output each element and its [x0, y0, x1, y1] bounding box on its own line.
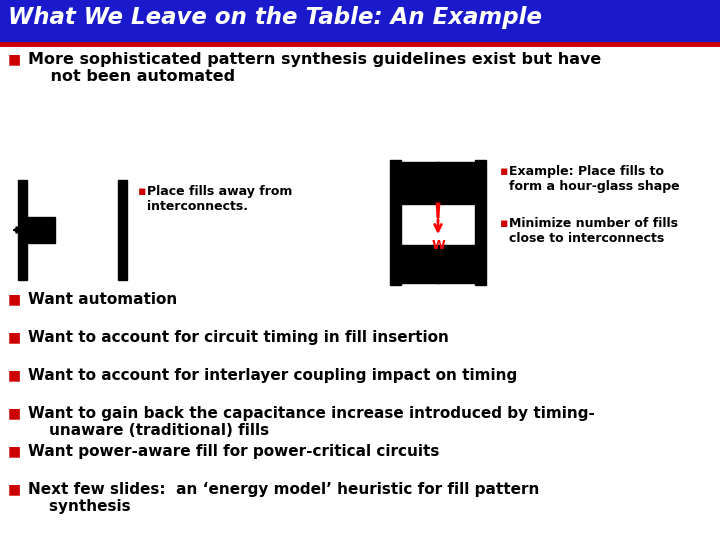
Bar: [437, 245, 475, 283]
Text: Want to account for circuit timing in fill insertion: Want to account for circuit timing in fi…: [28, 330, 449, 345]
Text: ▪: ▪: [138, 185, 146, 198]
Bar: [475, 160, 486, 285]
Text: ■: ■: [8, 406, 21, 420]
Bar: [27, 217, 55, 243]
Text: Want to account for interlayer coupling impact on timing: Want to account for interlayer coupling …: [28, 368, 517, 383]
Bar: [118, 180, 127, 280]
Text: More sophisticated pattern synthesis guidelines exist but have
    not been auto: More sophisticated pattern synthesis gui…: [28, 52, 601, 84]
Text: Want power-aware fill for power-critical circuits: Want power-aware fill for power-critical…: [28, 444, 439, 459]
Text: ■: ■: [8, 52, 21, 66]
Text: What We Leave on the Table: An Example: What We Leave on the Table: An Example: [8, 6, 542, 29]
Text: ▪: ▪: [500, 217, 508, 230]
Bar: [437, 162, 475, 204]
Bar: [390, 160, 401, 285]
Text: ■: ■: [8, 368, 21, 382]
Text: ▪: ▪: [500, 165, 508, 178]
Text: Want automation: Want automation: [28, 292, 177, 307]
Text: ■: ■: [8, 482, 21, 496]
Text: ■: ■: [8, 330, 21, 344]
Text: ■: ■: [8, 292, 21, 306]
Bar: [401, 245, 439, 283]
Text: Place fills away from
interconnects.: Place fills away from interconnects.: [147, 185, 292, 213]
Text: Minimize number of fills
close to interconnects: Minimize number of fills close to interc…: [509, 217, 678, 245]
Text: Want to gain back the capacitance increase introduced by timing-
    unaware (tr: Want to gain back the capacitance increa…: [28, 406, 595, 438]
Bar: [401, 162, 439, 204]
Bar: [18, 180, 27, 280]
Text: W: W: [431, 239, 445, 252]
Text: Next few slides:  an ‘energy model’ heuristic for fill pattern
    synthesis: Next few slides: an ‘energy model’ heuri…: [28, 482, 539, 515]
Text: Example: Place fills to
form a hour-glass shape: Example: Place fills to form a hour-glas…: [509, 165, 680, 193]
Text: ■: ■: [8, 444, 21, 458]
Bar: [0, 0, 720, 42]
